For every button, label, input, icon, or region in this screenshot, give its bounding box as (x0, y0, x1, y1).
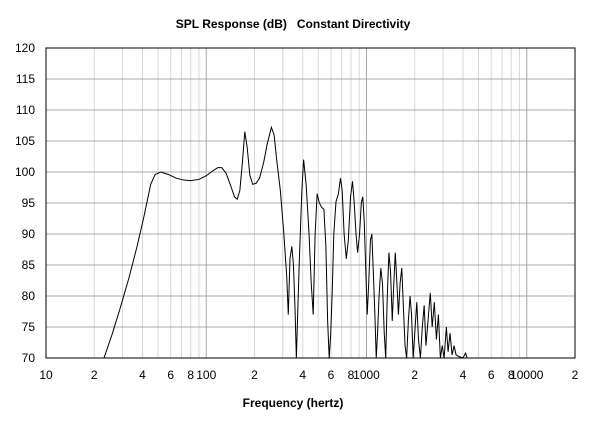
y-tick-label: 75 (22, 320, 36, 334)
x-tick-label: 4 (460, 368, 467, 382)
y-tick-label: 95 (22, 196, 36, 210)
x-tick-label: 4 (139, 368, 146, 382)
x-tick-label: 10000 (510, 368, 544, 382)
x-tick-label: 1000 (353, 368, 380, 382)
x-tick-label: 2 (251, 368, 258, 382)
x-tick-label: 6 (488, 368, 495, 382)
y-tick-label: 85 (22, 258, 36, 272)
x-tick-label: 100 (196, 368, 216, 382)
x-axis-label: Frequency (hertz) (243, 396, 344, 410)
y-tick-label: 120 (15, 41, 35, 55)
x-tick-label: 6 (328, 368, 335, 382)
x-tick-label: 8 (348, 368, 355, 382)
y-tick-label: 90 (22, 227, 36, 241)
x-tick-label: 10 (39, 368, 53, 382)
x-tick-label: 2 (411, 368, 418, 382)
y-tick-label: 105 (15, 134, 35, 148)
plot-frame (45, 47, 576, 359)
spl-response-curve (103, 125, 468, 359)
y-tick-label: 80 (22, 289, 36, 303)
x-tick-label: 4 (299, 368, 306, 382)
y-tick-labels: 70 75 80 85 90 95 100 105 110 115 120 (15, 41, 35, 365)
x-tick-label: 6 (167, 368, 174, 382)
chart-title: SPL Response (dB) Constant Directivity (176, 17, 411, 31)
y-tick-label: 110 (16, 103, 35, 117)
x-tick-label: 8 (508, 368, 515, 382)
x-tick-label: 2 (572, 368, 579, 382)
x-tick-label: 8 (187, 368, 194, 382)
y-tick-label: 70 (22, 351, 36, 365)
x-tick-label: 2 (91, 368, 98, 382)
y-tick-label: 115 (16, 72, 35, 86)
y-tick-label: 100 (15, 165, 35, 179)
